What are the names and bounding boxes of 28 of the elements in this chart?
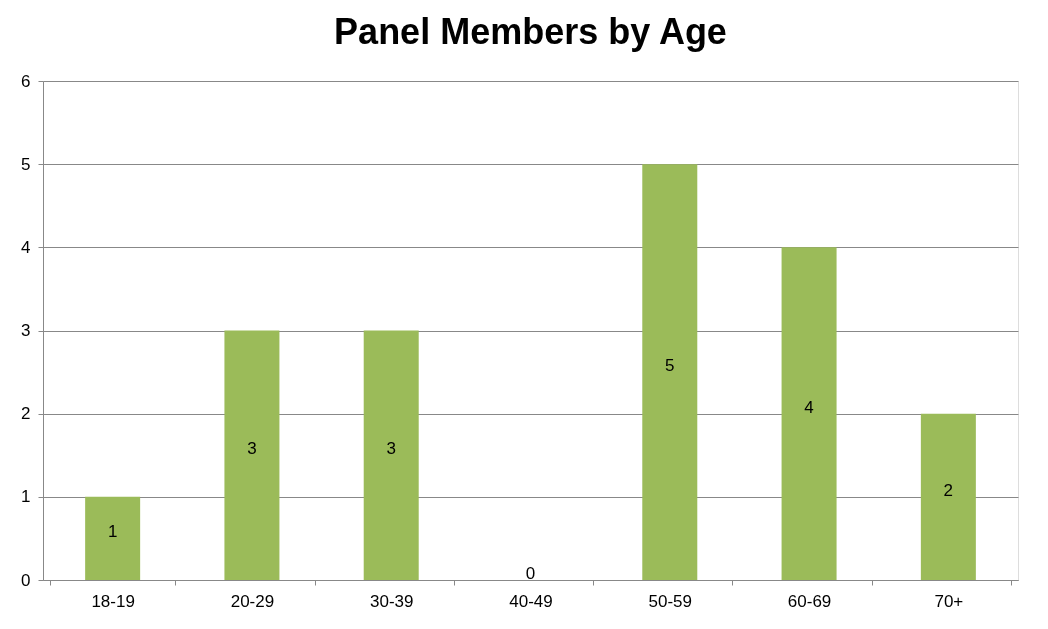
data-label: 2 [943,480,954,500]
y-tick-label: 0 [21,570,31,590]
x-tick-label: 18-19 [91,591,135,611]
y-tick-label: 6 [21,71,31,91]
data-label: 1 [107,522,118,542]
y-tick-label: 1 [21,487,31,507]
x-tick-label: 40-49 [509,591,553,611]
y-tick-label: 2 [21,404,31,424]
y-tick-label: 5 [21,154,31,174]
x-tick-label: 50-59 [648,591,693,611]
chart-title: Panel Members by Age [334,11,727,52]
y-tick-label: 3 [21,321,31,340]
data-label: 0 [525,564,536,583]
x-tick-label: 20-29 [230,591,275,611]
data-label: 3 [386,439,396,459]
y-tick-label: 4 [21,237,31,257]
bar [642,164,698,580]
data-label: 3 [247,439,257,459]
bar [781,247,837,580]
data-label: 4 [804,397,814,417]
bar [224,330,280,580]
bar [85,496,141,580]
bar [920,413,976,580]
x-tick-label: 60-69 [787,591,832,611]
x-tick-label: 70+ [934,591,964,611]
bar [363,330,419,580]
data-label: 5 [665,356,675,376]
x-tick-label: 30-39 [369,591,414,611]
